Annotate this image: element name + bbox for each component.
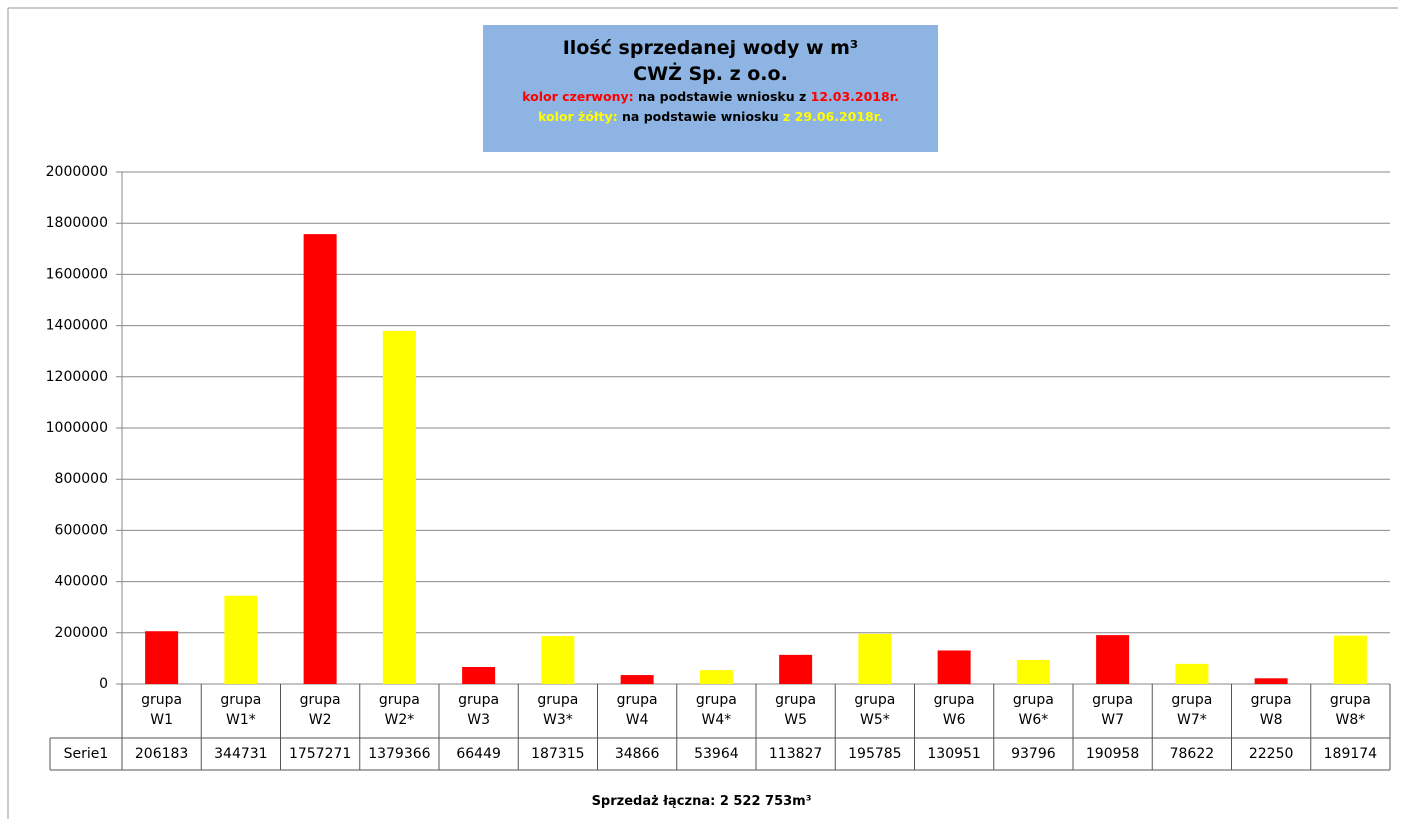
- table-value: 53964: [694, 746, 739, 762]
- table-value: 1757271: [289, 746, 351, 762]
- y-tick-label: 1800000: [46, 215, 108, 231]
- x-tick-label: grupa W8: [1250, 692, 1292, 728]
- y-tick-label: 2000000: [46, 164, 108, 180]
- y-tick-label: 1600000: [46, 266, 108, 282]
- x-tick-label: grupa W3: [458, 692, 500, 728]
- table-value: 113827: [769, 746, 822, 762]
- x-tick-label: grupa W3*: [537, 692, 579, 728]
- footer: Sprzedaż łączna: 2 522 753m³: [591, 794, 812, 809]
- x-tick-label: grupa W7*: [1171, 692, 1213, 728]
- bar: [224, 595, 258, 684]
- y-tick-label: 600000: [55, 522, 108, 538]
- bar: [1175, 663, 1209, 684]
- bar: [620, 675, 654, 684]
- chart-title: Ilość sprzedanej wody w m³: [562, 37, 859, 59]
- table-value: 195785: [848, 746, 901, 762]
- table-value: 189174: [1324, 746, 1378, 762]
- annotation-part: z 29.06.2018r.: [783, 109, 883, 124]
- table-value: 34866: [615, 746, 660, 762]
- bar: [858, 633, 892, 684]
- y-tick-label: 200000: [55, 625, 108, 641]
- bar: [1254, 678, 1288, 684]
- bar: [1333, 635, 1367, 684]
- annotation: kolor czerwony: na podstawie wniosku z 1…: [483, 87, 938, 107]
- x-tick-label: grupa W5*: [854, 692, 896, 728]
- table-value: 130951: [927, 746, 980, 762]
- table-value: 22250: [1249, 746, 1294, 762]
- y-tick-label: 1200000: [46, 369, 108, 385]
- table-value: 344731: [214, 746, 267, 762]
- table-value: 187315: [531, 746, 584, 762]
- bar: [145, 631, 179, 684]
- table-value: 66449: [456, 746, 501, 762]
- table-value: 206183: [135, 746, 188, 762]
- bar: [382, 330, 416, 684]
- x-tick-label: grupa W8*: [1329, 692, 1371, 728]
- annotation-part: na podstawie wniosku: [622, 109, 779, 124]
- title-box: Ilość sprzedanej wody w m³ CWŻ Sp. z o.o…: [483, 25, 938, 152]
- table-value: 1379366: [368, 746, 430, 762]
- y-tick-label: 400000: [55, 574, 108, 590]
- x-tick-label: grupa W7: [1092, 692, 1134, 728]
- y-tick-label: 1400000: [46, 318, 108, 334]
- y-tick-label: 0: [99, 676, 108, 692]
- table-value: 78622: [1170, 746, 1215, 762]
- x-tick-label: grupa W4: [616, 692, 658, 728]
- annotation: kolor żółty: na podstawie wniosku z 29.0…: [483, 107, 938, 127]
- x-tick-label: grupa W6*: [1012, 692, 1054, 728]
- y-tick-label: 1000000: [46, 420, 108, 436]
- x-tick-label: grupa W1*: [220, 692, 262, 728]
- x-tick-label: grupa W4*: [695, 692, 737, 728]
- annotation-part: kolor żółty:: [538, 109, 618, 124]
- y-tick-label: 800000: [55, 471, 108, 487]
- x-tick-label: grupa W2: [299, 692, 341, 728]
- bar: [1016, 659, 1050, 684]
- x-tick-label: grupa W5: [775, 692, 817, 728]
- bar: [779, 654, 813, 684]
- x-tick-label: grupa W1: [141, 692, 183, 728]
- annotation-part: na podstawie wniosku z: [637, 89, 807, 104]
- table-value: 93796: [1011, 746, 1056, 762]
- legend-label: Serie1: [64, 746, 109, 762]
- x-tick-label: grupa W6: [933, 692, 975, 728]
- bar: [541, 636, 575, 684]
- bar: [699, 670, 733, 684]
- bar: [1096, 635, 1130, 684]
- annotation-part: kolor czerwony:: [522, 89, 634, 104]
- bar: [303, 234, 337, 685]
- bar: [937, 650, 971, 684]
- table-value: 190958: [1086, 746, 1139, 762]
- annotation-part: 12.03.2018r.: [810, 89, 899, 104]
- chart-subtitle: CWŻ Sp. z o.o.: [633, 63, 788, 85]
- x-tick-label: grupa W2*: [378, 692, 420, 728]
- bar: [462, 666, 496, 684]
